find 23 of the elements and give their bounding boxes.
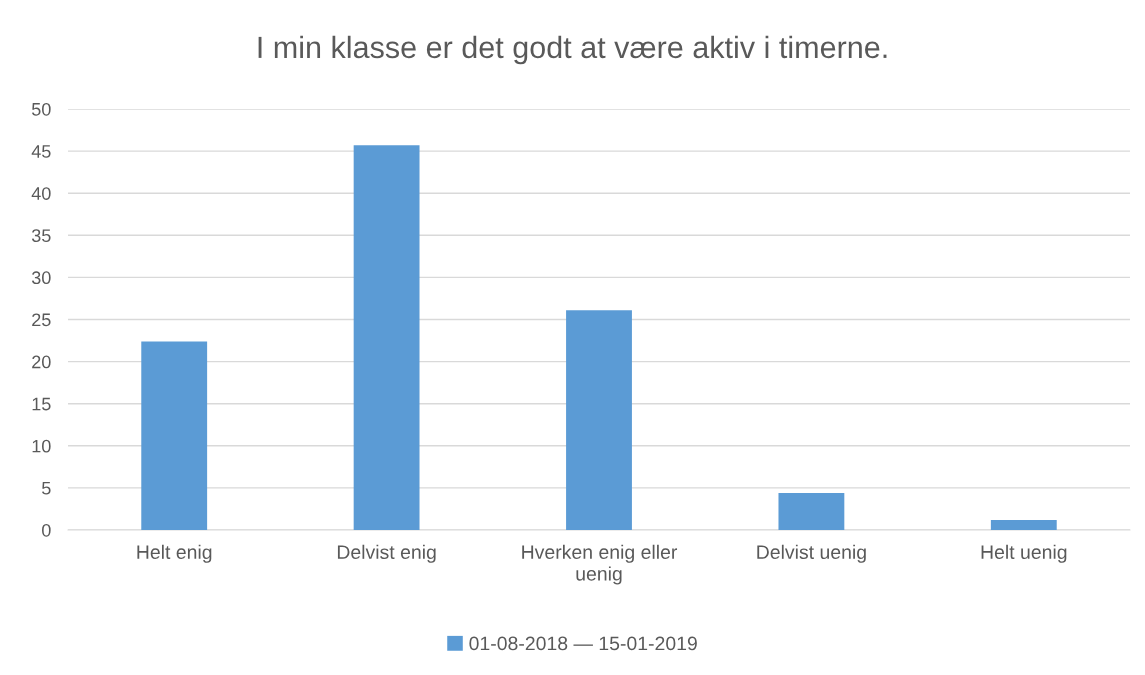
x-tick-label: Delvist uenig — [757, 544, 866, 563]
x-tick-label: Helt enig — [137, 544, 212, 563]
x-tick-label: Helt uenig — [981, 544, 1067, 563]
y-tick-label: 5 — [42, 482, 51, 495]
y-tick-label: 10 — [32, 439, 51, 453]
bar — [141, 341, 208, 530]
x-tick-label: Hverken enig eller uenig — [522, 544, 678, 585]
chart-title: I min klasse er det godt at være aktiv i timerne. — [258, 35, 887, 65]
y-tick-label: 30 — [31, 271, 51, 285]
bar — [990, 519, 1057, 530]
y-tick-label: 0 — [42, 523, 51, 537]
bar — [566, 310, 632, 530]
y-tick-label: 20 — [32, 355, 51, 369]
y-tick-label: 25 — [32, 313, 51, 327]
bar — [778, 492, 845, 530]
y-tick-label: 15 — [32, 397, 51, 411]
x-tick-label: Delvist enig — [337, 544, 436, 563]
legend-label: 01-08-2018 — 15-01-2019 — [469, 636, 697, 651]
y-tick-label: 35 — [31, 229, 51, 243]
y-tick-label: 40 — [31, 187, 51, 200]
y-tick-label: 50 — [31, 102, 51, 116]
bar — [353, 145, 420, 530]
y-tick-label: 45 — [31, 145, 51, 158]
